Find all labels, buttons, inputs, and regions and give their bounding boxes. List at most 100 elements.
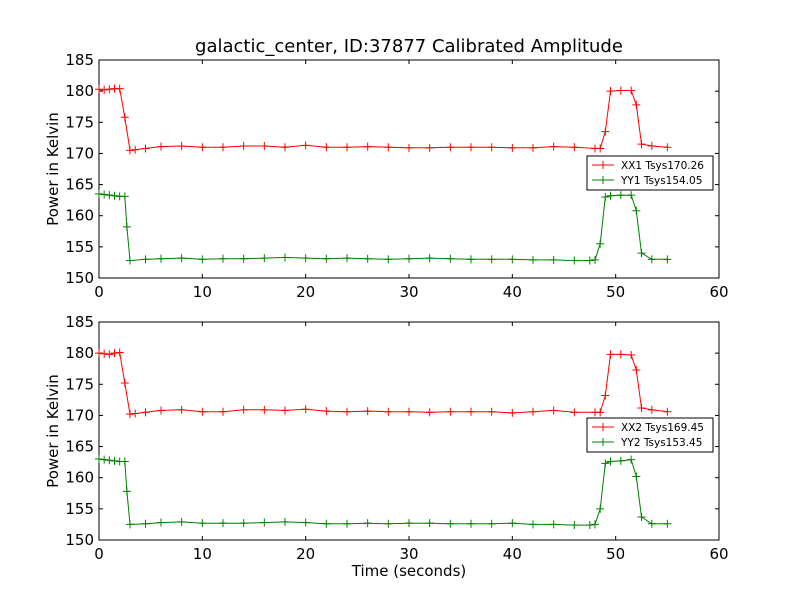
data-point bbox=[177, 254, 186, 263]
data-point bbox=[446, 407, 455, 416]
data-point bbox=[363, 407, 372, 416]
legend-swatch-marker bbox=[599, 423, 607, 431]
y-tick-label: 165 bbox=[65, 176, 94, 194]
data-point bbox=[606, 191, 615, 200]
data-point bbox=[384, 407, 393, 416]
data-point bbox=[343, 407, 351, 416]
y-tick-label: 170 bbox=[65, 406, 94, 424]
data-point bbox=[131, 145, 140, 154]
x-tick-label: 60 bbox=[709, 283, 728, 301]
legend-swatch-marker bbox=[599, 161, 607, 169]
legend-label: XX2 Tsys169.45 bbox=[621, 422, 704, 434]
data-point bbox=[596, 408, 605, 417]
data-point bbox=[549, 520, 558, 529]
data-point bbox=[487, 143, 496, 152]
data-point bbox=[301, 141, 310, 150]
data-point bbox=[627, 455, 636, 464]
data-point bbox=[384, 143, 393, 152]
data-point bbox=[100, 349, 109, 358]
panel-1: 0 10 20 30 40 50 60 150 155 160 165 170 175 180 185 Pow… bbox=[44, 51, 729, 301]
data-point bbox=[198, 519, 207, 528]
data-point bbox=[105, 191, 114, 200]
data-point bbox=[425, 408, 434, 417]
x-tick-label: 60 bbox=[709, 545, 728, 563]
data-point bbox=[120, 192, 129, 201]
y-tick-label: 150 bbox=[65, 269, 94, 287]
data-point bbox=[601, 459, 610, 468]
data-point bbox=[157, 142, 165, 151]
data-point bbox=[260, 518, 269, 527]
data-point bbox=[596, 144, 605, 153]
y-tick-label: 150 bbox=[65, 531, 94, 549]
legend-label: YY1 Tsys154.05 bbox=[620, 175, 702, 187]
data-point bbox=[467, 407, 475, 416]
data-point bbox=[141, 255, 150, 264]
data-point bbox=[601, 193, 610, 202]
legend: XX2 Tsys169.45 YY2 Tsys153.45 bbox=[586, 417, 714, 453]
data-point bbox=[585, 521, 594, 530]
data-point bbox=[405, 519, 413, 528]
data-point bbox=[322, 407, 331, 416]
data-point bbox=[239, 405, 248, 414]
plot-layer: 0 10 20 30 40 50 60 150 155 160 165 170 175 180 185 Pow… bbox=[44, 51, 729, 563]
data-point bbox=[157, 518, 165, 527]
data-point bbox=[467, 519, 475, 528]
data-point bbox=[120, 113, 129, 122]
data-point bbox=[126, 256, 134, 265]
data-point bbox=[105, 350, 114, 359]
y-tick-label: 185 bbox=[65, 313, 94, 331]
data-point bbox=[627, 351, 636, 360]
y-tick-label: 170 bbox=[65, 144, 94, 162]
data-point bbox=[601, 127, 610, 136]
data-point bbox=[637, 512, 646, 521]
data-point bbox=[529, 407, 537, 416]
data-point bbox=[591, 520, 599, 529]
data-point bbox=[591, 255, 599, 264]
data-point bbox=[508, 408, 517, 417]
data-point bbox=[647, 519, 656, 528]
data-point bbox=[157, 254, 165, 263]
y-tick-label: 155 bbox=[65, 500, 94, 518]
data-point bbox=[467, 255, 475, 264]
data-point bbox=[627, 86, 636, 95]
data-point bbox=[663, 255, 672, 264]
data-point bbox=[363, 142, 372, 151]
legend-box bbox=[586, 417, 714, 453]
data-point bbox=[647, 255, 656, 264]
data-point bbox=[425, 254, 434, 263]
data-point bbox=[322, 143, 331, 152]
x-tick-label: 30 bbox=[399, 283, 418, 301]
legend-label: XX1 Tsys170.26 bbox=[621, 160, 704, 172]
y-tick-label: 175 bbox=[65, 375, 94, 393]
data-point bbox=[157, 406, 165, 415]
data-point bbox=[487, 255, 496, 264]
data-point bbox=[425, 519, 434, 528]
y-tick-label: 165 bbox=[65, 438, 94, 456]
data-point bbox=[105, 456, 114, 465]
data-point bbox=[219, 519, 227, 528]
data-point bbox=[616, 86, 625, 95]
data-point bbox=[115, 84, 124, 93]
data-point bbox=[663, 519, 672, 528]
data-point bbox=[616, 191, 625, 200]
data-point bbox=[467, 143, 475, 152]
data-point bbox=[508, 255, 517, 264]
data-point bbox=[637, 403, 646, 412]
data-point bbox=[405, 143, 413, 152]
panel-2: 0 10 20 30 40 50 60 150 155 160 165 170 175 180 185 Pow… bbox=[44, 313, 729, 563]
data-point bbox=[632, 206, 641, 215]
data-point bbox=[239, 519, 248, 528]
data-point bbox=[95, 85, 103, 94]
data-point bbox=[596, 239, 605, 248]
y-axis-title: Power in Kelvin bbox=[44, 112, 62, 226]
data-point bbox=[508, 519, 517, 528]
data-point bbox=[100, 85, 109, 94]
data-point bbox=[100, 190, 109, 199]
data-point bbox=[529, 143, 537, 152]
data-point bbox=[141, 408, 150, 417]
y-tick-label: 175 bbox=[65, 113, 94, 131]
data-point bbox=[95, 455, 103, 464]
data-point bbox=[529, 255, 537, 264]
data-point bbox=[343, 254, 351, 263]
